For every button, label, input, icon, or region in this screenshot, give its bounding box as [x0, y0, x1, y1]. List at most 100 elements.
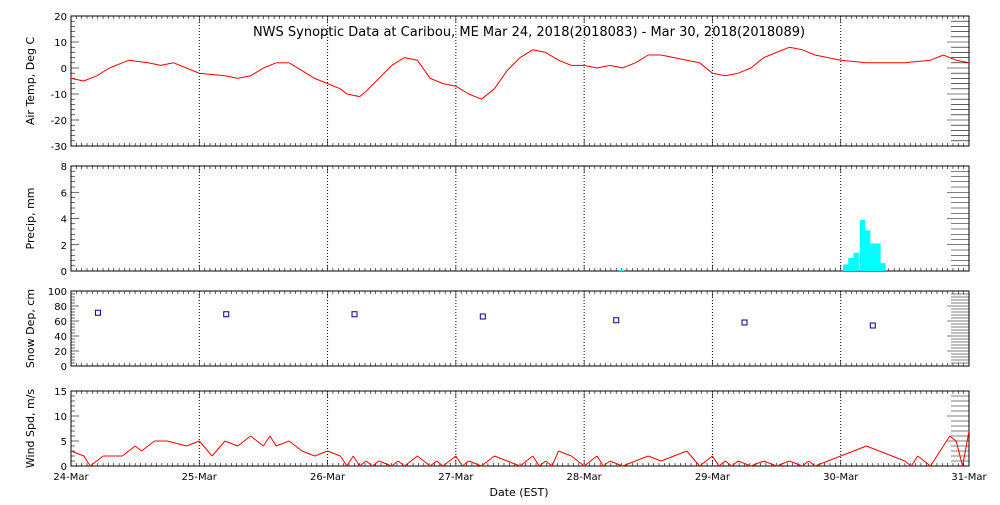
panel-0-line-segment: [699, 62, 713, 74]
panel-3-line-segment: [737, 460, 752, 467]
panel-3-line-segment: [250, 435, 264, 447]
panel-3-line-segment: [789, 460, 803, 467]
panel-0-y-tick-label: 20: [54, 12, 67, 23]
precip-bar: [870, 243, 876, 271]
panel-0-line-segment: [455, 85, 469, 95]
panel-0-line-segment: [506, 57, 521, 71]
panel-3-line-segment: [365, 460, 373, 467]
panel-0-line-segment: [725, 72, 739, 77]
panel-3-line-segment: [827, 455, 841, 462]
panel-0-line-segment: [827, 57, 841, 61]
x-tick-label: 26-Mar: [310, 472, 346, 483]
panel-3-line-segment: [814, 460, 829, 467]
panel-3-y-tick-label: 0: [61, 462, 67, 473]
panel-3-line-segment: [917, 455, 931, 467]
panel-3-line-segment: [397, 460, 405, 467]
panel-3-line-segment: [763, 460, 777, 467]
panel-3-line-segment: [198, 440, 213, 457]
snow-depth-marker: [223, 311, 230, 318]
panel-3-line-segment: [660, 455, 675, 462]
panel-3-line-segment: [545, 460, 553, 467]
panel-3-line-segment: [417, 455, 431, 467]
x-tick-label: 29-Mar: [695, 472, 731, 483]
panel-0-line-segment: [493, 70, 508, 90]
panel-3-line-segment: [879, 450, 893, 457]
panel-3-line-segment: [853, 445, 867, 452]
panel-3-line-segment: [955, 440, 964, 467]
panel-1-y-tick-label: 6: [61, 188, 67, 199]
panel-0-line-segment: [442, 83, 456, 87]
panel-0-line-segment: [468, 93, 482, 100]
precip-bar: [880, 263, 886, 271]
panel-0-line-segment: [173, 62, 187, 69]
panel-3-line-segment: [962, 430, 970, 467]
panel-0-line-segment: [661, 54, 675, 59]
panel-0-line-segment: [789, 46, 803, 51]
panel-1-y-tick-label: 0: [61, 267, 67, 278]
snow-depth-marker: [351, 311, 358, 318]
precip-bar: [875, 243, 881, 271]
panel-0-line-segment: [904, 59, 931, 64]
panel-3-line-segment: [83, 455, 91, 467]
panel-3-line-segment: [596, 455, 604, 467]
precip-bar: [848, 257, 854, 271]
panel-1-y-axis-label: Precip, mm: [24, 188, 37, 250]
precip-bar: [864, 230, 871, 271]
panel-0-line-segment: [943, 54, 957, 61]
panel-0-line-segment: [404, 57, 418, 61]
panel-3-line-segment: [712, 455, 720, 467]
panel-3-line-segment: [339, 455, 348, 467]
panel-3-line-segment: [609, 460, 623, 467]
panel-3-line-segment: [724, 460, 732, 467]
panel-0-line-segment: [814, 54, 828, 59]
panel-0-y-tick-label: -10: [51, 90, 67, 101]
snow-depth-marker: [613, 317, 620, 324]
precip-bar: [859, 219, 866, 271]
panel-3-line-segment: [461, 460, 469, 467]
panel-3-line-segment: [211, 440, 226, 457]
panel-3-line-segment: [673, 450, 687, 457]
panel-3-line-segment: [942, 435, 951, 447]
panel-3-y-tick-label: 15: [54, 387, 67, 398]
panel-0-line-segment: [840, 59, 867, 64]
panel-3-line-segment: [224, 440, 238, 447]
x-tick-label: 24-Mar: [53, 472, 89, 483]
panel-1-frame: [70, 165, 970, 272]
x-axis-title: Date (EST): [489, 486, 548, 499]
panel-3-line-segment: [538, 460, 546, 467]
panel-0-line-segment: [224, 75, 238, 79]
panel-0-line-segment: [109, 59, 129, 69]
panel-0-line-segment: [160, 62, 174, 66]
panel-0-line-segment: [622, 62, 636, 69]
panel-3-line-segment: [468, 460, 482, 467]
x-tick-label: 31-Mar: [951, 472, 987, 483]
panel-3-line-segment: [801, 460, 809, 467]
panel-3-line-segment: [404, 455, 418, 467]
panel-0-line-segment: [712, 72, 726, 77]
panel-3-line-segment: [436, 460, 444, 467]
panel-3-line-segment: [455, 455, 463, 467]
panel-3-line-segment: [648, 455, 662, 462]
snow-depth-marker: [741, 319, 748, 326]
panel-3-line-segment: [167, 440, 187, 447]
panel-0-line-segment: [737, 67, 752, 74]
panel-0-line-segment: [558, 59, 572, 66]
panel-3-line-segment: [442, 455, 457, 467]
panel-0-line-segment: [532, 49, 546, 53]
panel-3-line-segment: [949, 435, 957, 442]
panel-3-line-segment: [519, 455, 534, 467]
panel-1-y-tick-label: 8: [61, 162, 67, 173]
panel-0-line-segment: [391, 57, 405, 66]
panel-0-line-segment: [346, 93, 360, 98]
panel-3-line-segment: [288, 440, 303, 452]
panel-1-y-tick-label: 4: [61, 215, 67, 226]
panel-0-line-segment: [763, 51, 777, 59]
panel-0-line-segment: [314, 77, 328, 85]
panel-3-line-segment: [506, 460, 521, 467]
x-tick-label: 25-Mar: [182, 472, 218, 483]
panel-0-y-tick-label: -30: [51, 142, 67, 153]
panel-2-y-tick-label: 60: [54, 317, 67, 328]
panel-0-line-segment: [956, 59, 970, 64]
panel-0-line-segment: [250, 67, 264, 77]
panel-0-line-segment: [584, 64, 598, 69]
